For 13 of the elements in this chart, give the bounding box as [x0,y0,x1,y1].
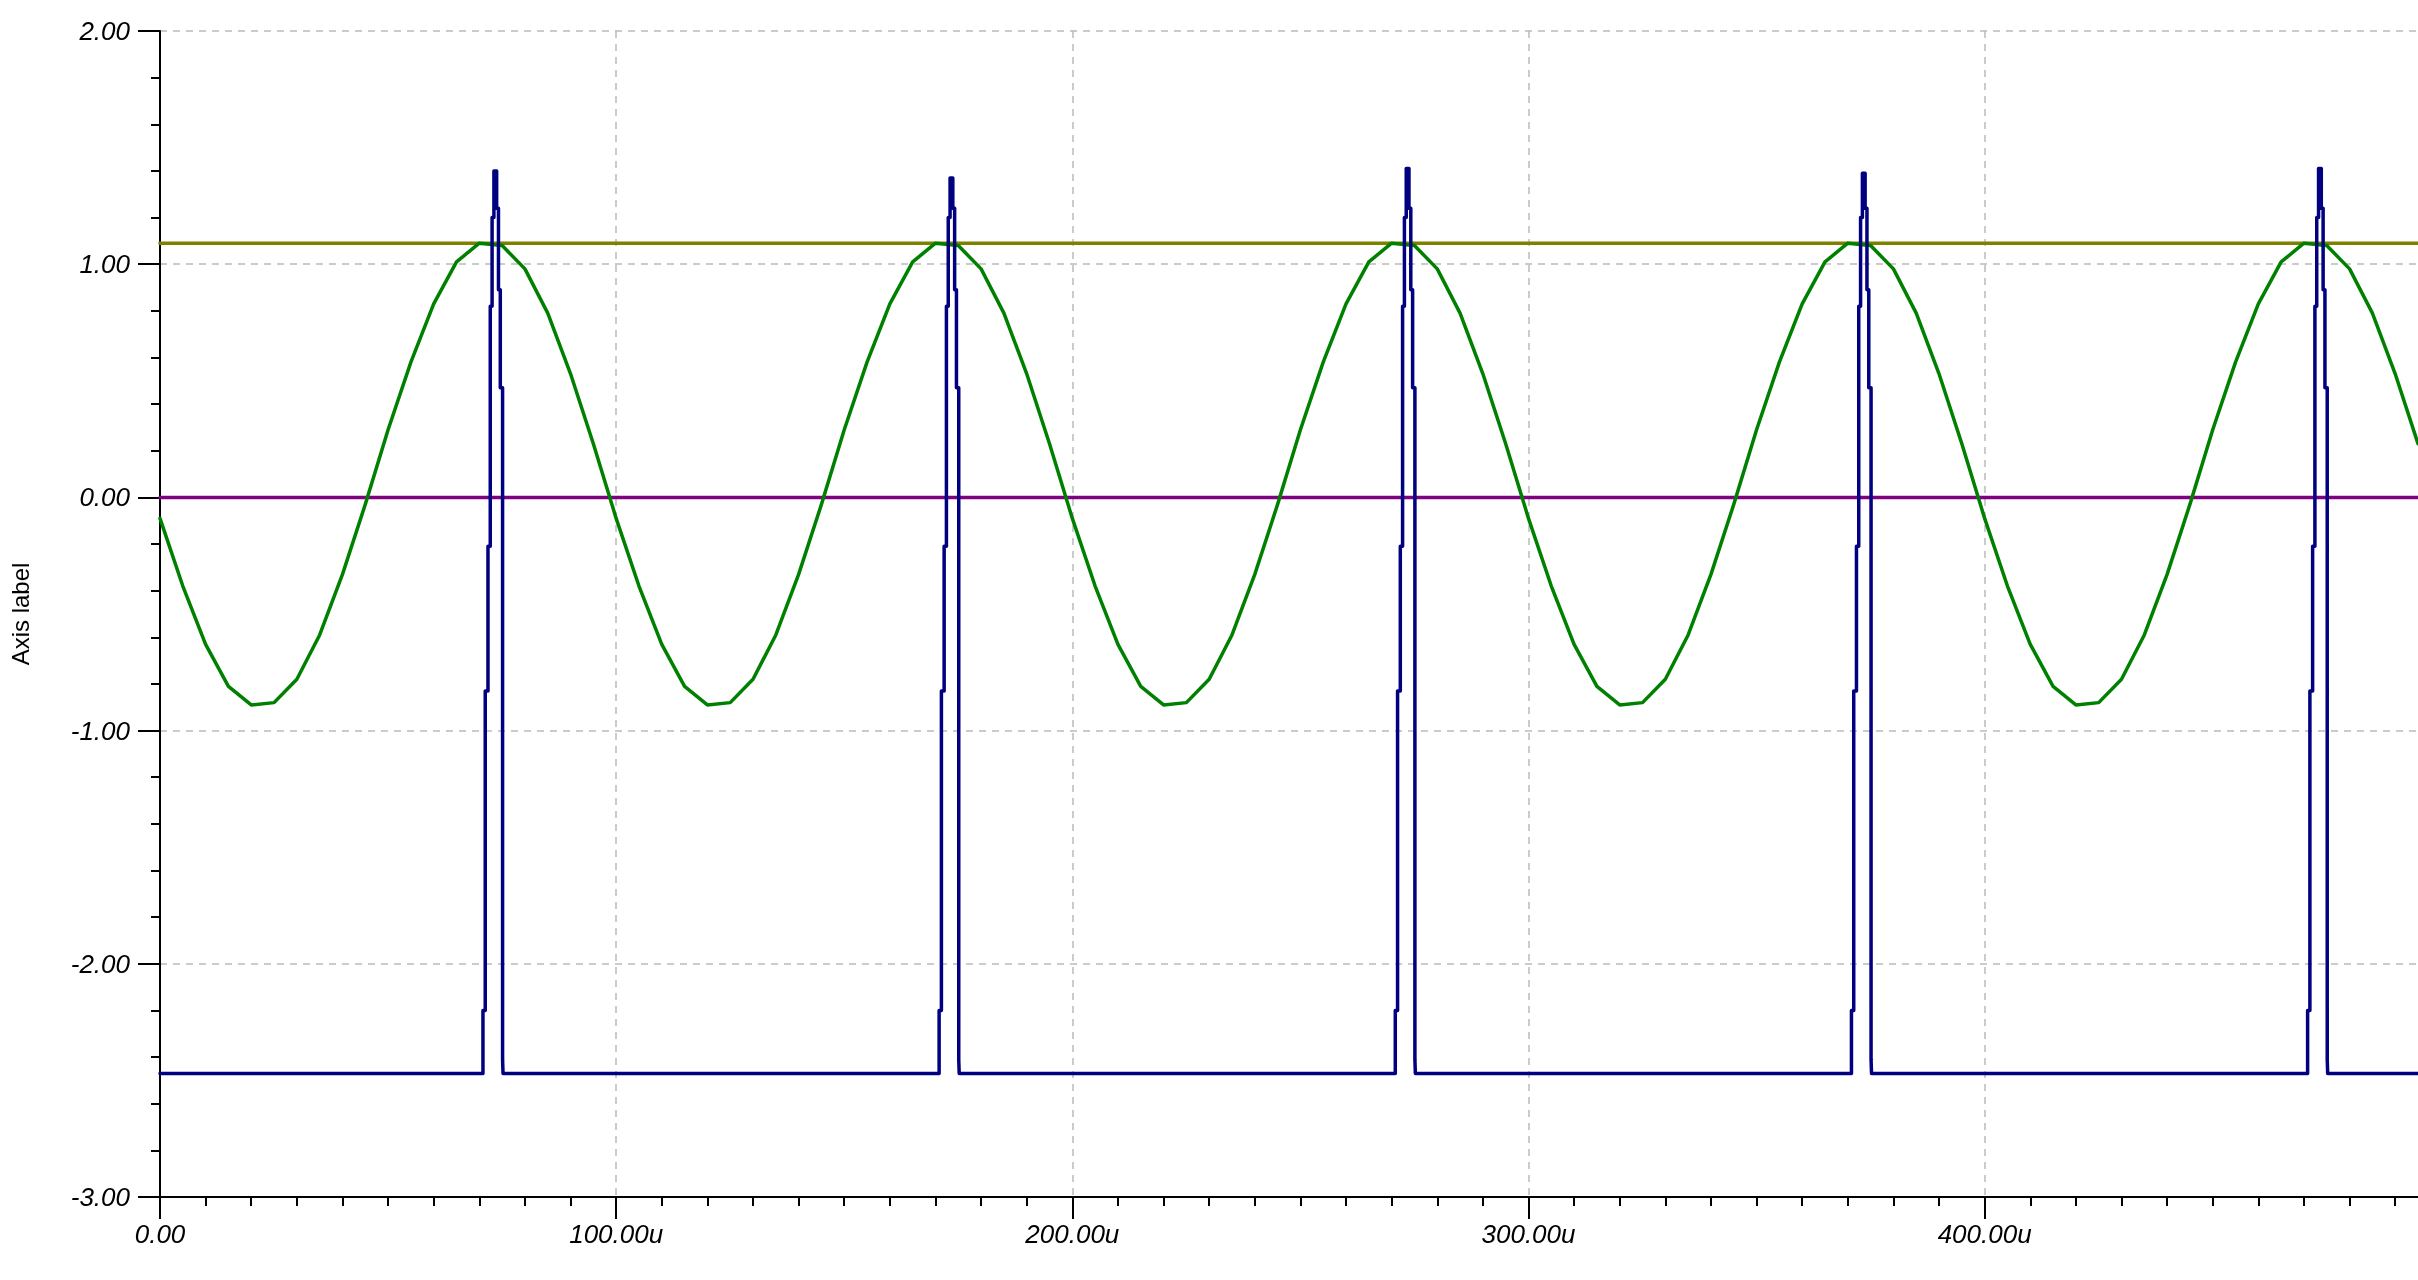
y-tick-label: 1.00 [79,249,131,280]
x-tick-label: 300.00u [1481,1219,1576,1249]
y-tick-label: -1.00 [70,715,131,746]
y-tick-label: 2.00 [78,16,131,46]
line-series [158,241,2418,707]
x-tick-label: 0.00 [134,1219,186,1249]
x-tick-label: 200.00u [1024,1219,1120,1249]
y-tick-label: -2.00 [70,948,131,979]
y-axis-title: Axis label [6,562,34,666]
x-tick-label: 100.00u [569,1219,664,1249]
x-tick-label: 400.00u [1937,1219,2032,1249]
y-tick-label: 0.00 [79,482,131,513]
y-tick-label: -3.00 [70,1182,131,1212]
